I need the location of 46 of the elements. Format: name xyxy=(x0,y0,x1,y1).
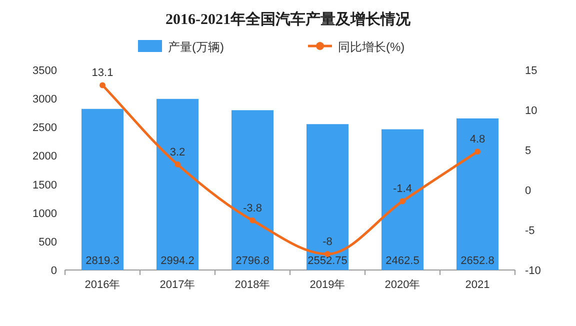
y2-tick-label: -10 xyxy=(525,265,541,277)
bar xyxy=(306,124,348,270)
legend-label: 同比增长(%) xyxy=(338,40,405,54)
y-tick-label: 500 xyxy=(38,236,57,248)
data-label: 13.1 xyxy=(92,67,114,80)
data-label: -8 xyxy=(322,236,332,248)
legend-label: 产量(万辆) xyxy=(168,40,224,54)
bar xyxy=(82,108,124,270)
data-label: 2462.5 xyxy=(386,255,420,267)
y2-tick-label: 5 xyxy=(525,145,532,157)
y-tick-label: 0 xyxy=(50,265,57,277)
y-tick-label: 2500 xyxy=(32,122,57,134)
data-label: 2552.75 xyxy=(308,255,348,267)
point xyxy=(474,148,480,155)
x-tick-label: 2017年 xyxy=(160,279,196,291)
bar xyxy=(156,98,198,270)
bar xyxy=(232,110,274,270)
y2-tick-label: 10 xyxy=(525,105,538,117)
x-tick-label: 2020年 xyxy=(384,279,420,291)
data-label: 2652.8 xyxy=(460,255,494,267)
data-label: 2994.2 xyxy=(160,255,194,267)
point xyxy=(400,198,406,204)
y2-tick-label: 0 xyxy=(525,185,532,197)
y2-tick-label: 15 xyxy=(525,65,538,77)
point xyxy=(174,161,180,168)
y2-tick-label: -5 xyxy=(525,225,535,237)
point xyxy=(100,82,106,88)
y-tick-label: 2000 xyxy=(32,150,57,163)
data-label: 3.2 xyxy=(170,146,186,158)
bar xyxy=(456,118,498,270)
point xyxy=(250,217,256,224)
bar xyxy=(382,129,424,270)
x-tick-label: 2021 xyxy=(465,279,490,291)
x-tick-label: 2016年 xyxy=(84,279,120,291)
data-label: 2819.3 xyxy=(86,255,120,267)
y-tick-label: 1000 xyxy=(32,208,57,220)
chart-title: 2016-2021年全国汽车产量及增长情况 xyxy=(166,10,412,28)
y-tick-label: 3500 xyxy=(32,65,57,77)
data-label: 4.8 xyxy=(470,134,486,146)
data-label: -1.4 xyxy=(393,183,412,196)
x-tick-label: 2018年 xyxy=(234,279,270,291)
data-label: -3.8 xyxy=(243,202,262,214)
x-tick-label: 2019年 xyxy=(310,279,346,291)
data-label: 2796.8 xyxy=(236,255,270,267)
y-tick-label: 3000 xyxy=(32,94,57,106)
y-tick-label: 1500 xyxy=(32,179,57,192)
